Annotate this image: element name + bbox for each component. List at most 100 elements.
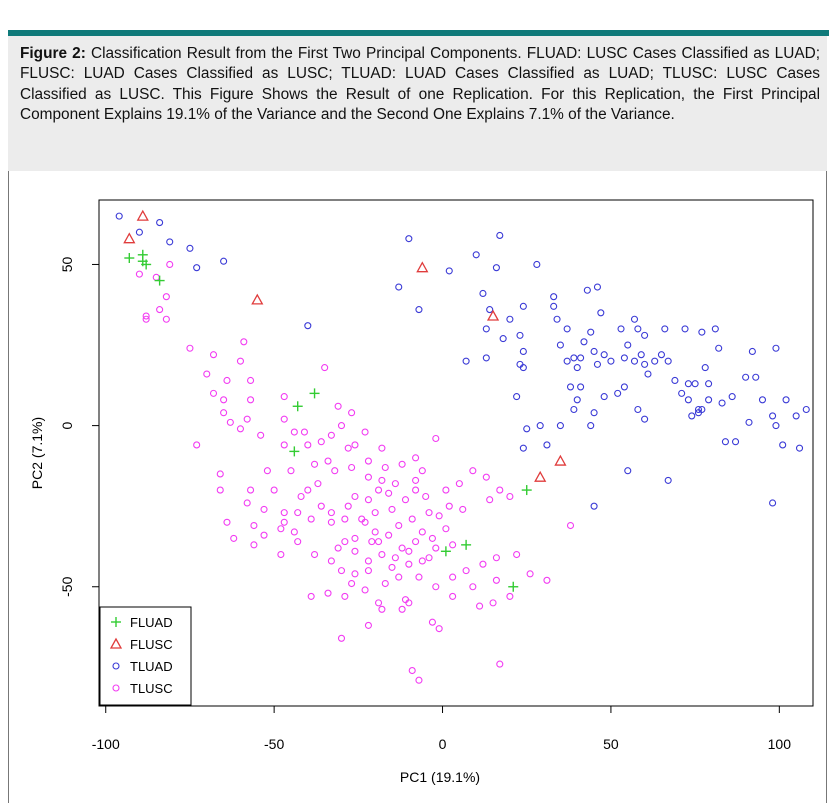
point-tluad	[678, 389, 686, 397]
point-tlusc	[277, 550, 285, 559]
point-tlusc	[469, 583, 477, 591]
point-tluad	[600, 351, 608, 359]
point-tluad	[641, 360, 649, 368]
point-tlusc	[405, 560, 413, 568]
point-tlusc	[442, 486, 450, 494]
point-fluad	[154, 275, 165, 286]
point-tluad	[523, 425, 531, 433]
point-tlusc	[280, 393, 288, 401]
point-tluad	[583, 286, 591, 294]
point-tluad	[671, 376, 679, 385]
point-tluad	[156, 219, 164, 227]
point-tluad	[556, 422, 564, 430]
point-tlusc	[324, 589, 332, 597]
point-tlusc	[341, 592, 349, 600]
point-tluad	[715, 344, 723, 352]
point-tluad	[166, 238, 174, 246]
point-tlusc	[257, 431, 265, 439]
point-tlusc	[418, 467, 426, 475]
point-tluad	[691, 380, 699, 388]
point-tlusc	[401, 596, 410, 604]
point-tluad	[637, 351, 645, 359]
point-tlusc	[378, 476, 386, 484]
point-tluad	[748, 347, 756, 356]
point-tlusc	[280, 518, 288, 526]
point-tlusc	[243, 499, 251, 507]
point-tluad	[462, 357, 470, 365]
point-tlusc	[351, 570, 359, 578]
point-tlusc	[459, 505, 467, 513]
point-tlusc	[364, 496, 372, 504]
point-tluad	[694, 405, 703, 414]
point-tlusc	[428, 534, 436, 542]
legend-marker-tlusc	[112, 684, 120, 692]
x-axis: -100 -50 0 50 100	[92, 706, 791, 752]
y-tick-label: 50	[59, 256, 75, 272]
point-tlusc	[412, 486, 420, 494]
point-tlusc	[449, 592, 457, 600]
point-tluad	[556, 341, 564, 349]
point-tluad	[519, 364, 527, 372]
point-tluad	[536, 422, 544, 430]
point-tlusc	[247, 396, 255, 404]
point-tluad	[731, 438, 740, 446]
point-tlusc	[297, 492, 305, 501]
point-tluad	[745, 418, 753, 426]
point-tluad	[220, 257, 228, 265]
point-tlusc	[270, 486, 278, 494]
point-tluad	[651, 357, 659, 365]
point-tluad	[304, 322, 312, 330]
point-tlusc	[449, 541, 457, 549]
point-tlusc	[374, 486, 383, 494]
point-tluad	[519, 347, 527, 356]
point-flusc	[534, 470, 547, 482]
x-tick-label: 50	[603, 736, 619, 752]
point-tlusc	[449, 573, 457, 581]
point-tluad	[614, 389, 622, 397]
point-flusc	[554, 454, 567, 466]
point-tlusc	[371, 528, 379, 536]
point-flusc	[123, 232, 136, 244]
point-tluad	[681, 325, 689, 333]
point-tlusc	[314, 480, 322, 488]
point-tlusc	[415, 676, 423, 684]
point-tluad	[395, 283, 403, 291]
point-tluad	[553, 315, 561, 323]
point-tluad	[634, 325, 642, 333]
point-tlusc	[351, 534, 359, 542]
point-tlusc	[398, 460, 406, 468]
header-accent-bar	[8, 30, 829, 36]
point-tluad	[795, 444, 804, 452]
point-tlusc	[445, 502, 453, 510]
point-fluad	[461, 539, 472, 550]
point-fluad	[309, 388, 320, 399]
point-tlusc	[486, 496, 494, 504]
point-tlusc	[223, 518, 231, 526]
point-tlusc	[513, 550, 521, 559]
point-fluad	[289, 446, 300, 457]
point-tluad	[486, 306, 494, 314]
point-tlusc	[388, 505, 396, 513]
point-tlusc	[374, 538, 383, 546]
point-tluad	[590, 409, 598, 417]
point-tlusc	[412, 476, 420, 484]
point-tlusc	[300, 428, 308, 436]
point-tluad	[701, 364, 709, 372]
point-tlusc	[216, 470, 224, 478]
point-tluad	[769, 499, 777, 507]
point-tluad	[684, 396, 692, 404]
point-tlusc	[250, 521, 258, 530]
point-tlusc	[331, 467, 339, 475]
point-tlusc	[142, 315, 150, 323]
point-tluad	[772, 344, 780, 352]
point-tluad	[516, 331, 524, 339]
legend-box	[99, 606, 192, 706]
legend-label-tlusc: TLUSC	[130, 681, 173, 696]
point-tlusc	[492, 554, 500, 562]
point-tluad	[590, 502, 598, 510]
point-tluad	[634, 405, 642, 414]
point-tluad	[624, 341, 632, 349]
y-axis-label: PC2 (7.1%)	[29, 417, 45, 489]
x-axis-label: PC1 (19.1%)	[400, 769, 480, 785]
point-tlusc	[432, 583, 440, 591]
